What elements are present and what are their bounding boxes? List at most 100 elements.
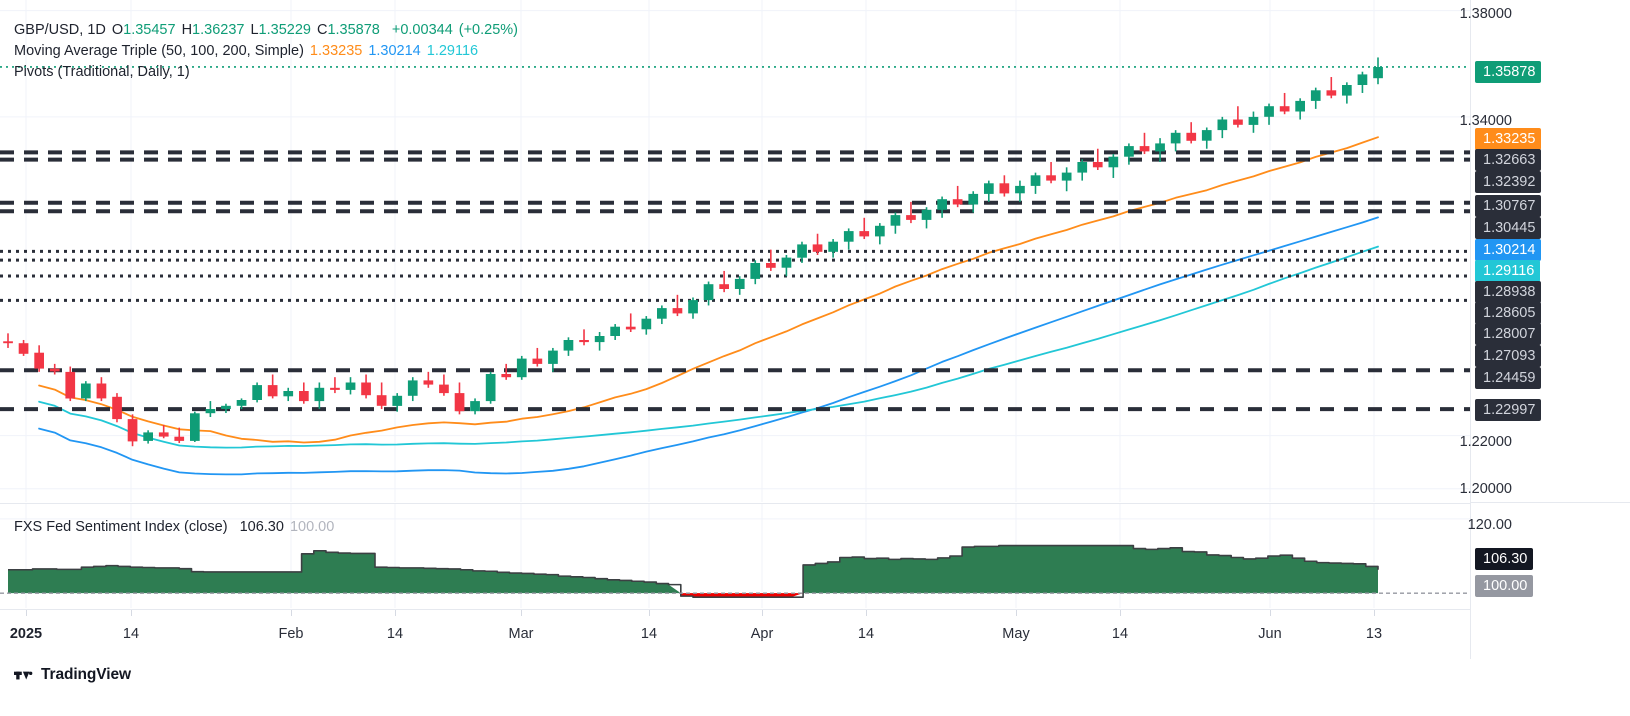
candle-body xyxy=(1077,162,1088,173)
price-axis-tick-text: 1.20000 xyxy=(1459,481,1512,497)
candle-body xyxy=(423,380,434,385)
time-axis-label: 14 xyxy=(640,626,658,642)
candle-body xyxy=(641,318,652,330)
candle-body xyxy=(610,326,620,336)
candle-body xyxy=(81,383,91,399)
price-axis-badge[interactable]: 1.33235 xyxy=(1475,128,1542,150)
candle-body xyxy=(1124,146,1134,157)
candle-body xyxy=(921,209,932,220)
candle-body xyxy=(112,396,122,420)
candle-body xyxy=(843,231,854,242)
price-axis-badge[interactable]: 1.35878 xyxy=(1475,61,1542,83)
candle-body xyxy=(1248,116,1259,125)
price-axis-badge[interactable]: 1.28938 xyxy=(1475,281,1542,303)
time-axis-tick-mark xyxy=(395,610,396,616)
candle-body xyxy=(1342,85,1352,96)
candle-body xyxy=(657,308,667,319)
indicator-axis-tick-text: 120.00 xyxy=(1467,517,1512,533)
time-axis-label: May xyxy=(1002,626,1030,642)
price-axis-badge[interactable]: 1.30445 xyxy=(1475,217,1542,239)
price-axis-badge[interactable]: 1.30767 xyxy=(1475,195,1542,217)
price-axis-badge[interactable]: 1.22997 xyxy=(1475,399,1542,421)
price-axis-badge[interactable]: 1.27093 xyxy=(1475,345,1542,367)
time-axis-tick-mark xyxy=(866,610,867,616)
price-axis-badge[interactable]: 1.24459 xyxy=(1475,367,1542,389)
price-axis-badge[interactable]: 1.32392 xyxy=(1475,171,1542,193)
candle-body xyxy=(158,432,169,437)
time-axis-label: 14 xyxy=(1111,626,1129,642)
candle-body xyxy=(485,374,496,402)
candle-body xyxy=(672,308,683,314)
candle-body xyxy=(439,384,449,394)
candle-body xyxy=(859,231,870,237)
time-axis-label: Feb xyxy=(278,626,304,642)
price-axis-badge[interactable]: 1.30214 xyxy=(1475,239,1542,261)
candle-body xyxy=(454,393,465,412)
candle-body xyxy=(968,193,979,205)
candle-body xyxy=(1373,67,1383,79)
time-axis-tick-mark xyxy=(1270,610,1271,616)
price-axis-badge[interactable]: 1.29116 xyxy=(1475,260,1541,282)
price-axis-badge[interactable]: 1.32663 xyxy=(1475,149,1542,171)
candle-body xyxy=(174,436,185,441)
time-axis-label: 14 xyxy=(857,626,875,642)
candle-body xyxy=(18,343,29,354)
price-axis[interactable]: 1.38000 1.34000 1.22000 1.20000 1.35878 1.332… xyxy=(1460,0,1630,659)
candle-body xyxy=(1310,90,1321,101)
price-chart-canvas xyxy=(0,0,1470,502)
time-axis-tick-mark xyxy=(1120,610,1121,616)
candle-body xyxy=(501,374,512,378)
candle-body xyxy=(470,401,480,412)
candle-body xyxy=(1233,119,1243,125)
candle-body xyxy=(345,382,356,390)
candle-body xyxy=(563,340,574,351)
time-axis-tick-mark xyxy=(26,610,27,616)
time-axis-label: 2025 xyxy=(9,626,43,642)
candle-body xyxy=(875,225,885,237)
candle-body xyxy=(361,382,371,396)
candle-body xyxy=(719,284,729,289)
candle-body xyxy=(1357,74,1368,85)
sentiment-area-positive xyxy=(8,550,681,594)
price-axis-badge[interactable]: 1.28007 xyxy=(1475,323,1542,345)
ma-100-line xyxy=(38,216,1379,476)
candle-body xyxy=(1170,132,1181,144)
indicator-axis-badge[interactable]: 100.00 xyxy=(1475,575,1534,597)
candle-body xyxy=(688,300,698,314)
sentiment-indicator-pane[interactable]: FXS Fed Sentiment Index (close) 106.30 100… xyxy=(0,503,1470,608)
candle-body xyxy=(1295,100,1305,112)
time-axis-tick-mark xyxy=(521,610,522,616)
candle-body xyxy=(734,278,745,289)
candle-body xyxy=(906,215,916,220)
candle-body xyxy=(984,183,994,194)
tradingview-glyph-icon xyxy=(14,671,33,680)
sentiment-area-negative xyxy=(680,584,804,598)
candle-body xyxy=(1092,162,1103,168)
axis-separator xyxy=(1470,502,1630,503)
tradingview-wordmark: TradingView xyxy=(41,666,131,683)
candle-body xyxy=(236,400,247,406)
candle-body xyxy=(299,391,309,402)
price-axis-tick-text: 1.22000 xyxy=(1459,434,1512,450)
candle-body xyxy=(1201,130,1212,141)
candle-body xyxy=(392,395,403,406)
candle-body xyxy=(252,385,262,400)
indicator-axis-badge[interactable]: 106.30 xyxy=(1475,548,1534,570)
time-axis-label: 13 xyxy=(1365,626,1383,642)
candle-body xyxy=(330,387,340,390)
time-axis[interactable]: 2025 14 Feb 14 Mar 14 Apr 14 May 14 Jun 13 xyxy=(0,609,1470,659)
price-chart-pane[interactable]: GBP/USD, 1D O1.35457 H1.36237 L1.35229 C1.35… xyxy=(0,0,1470,502)
time-axis-label: Apr xyxy=(750,626,774,642)
candle-body xyxy=(143,432,153,441)
candle-body xyxy=(65,371,76,399)
time-axis-tick-mark xyxy=(762,610,763,616)
candle-body xyxy=(283,391,294,397)
candle-body xyxy=(516,358,527,378)
candle-body xyxy=(999,183,1010,194)
candle-body xyxy=(221,405,231,409)
candle-body xyxy=(594,336,605,343)
sentiment-area-positive xyxy=(803,545,1378,598)
candle-body xyxy=(781,257,792,268)
price-axis-badge[interactable]: 1.28605 xyxy=(1475,302,1542,324)
